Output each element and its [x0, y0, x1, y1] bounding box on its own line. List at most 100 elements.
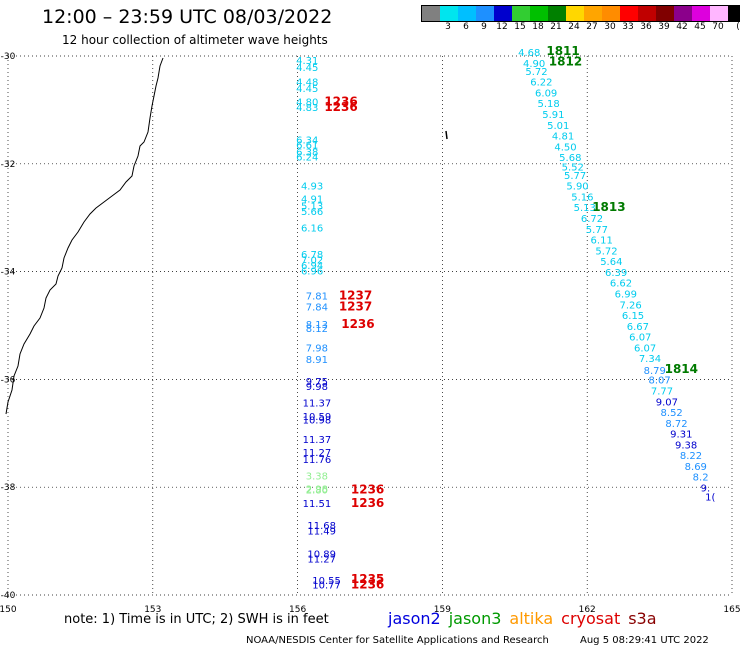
- colorbar-label: 18: [532, 22, 544, 32]
- wave-height-value: 10.98: [303, 416, 332, 427]
- lon-tick-label: 159: [434, 605, 451, 615]
- colorbar-swatch: [638, 6, 656, 21]
- wave-height-value: 5.90: [566, 182, 588, 193]
- pass-number-label: 1236: [351, 578, 384, 592]
- wave-height-value: 6.34: [296, 135, 318, 146]
- wave-height-value: 6.99: [615, 289, 637, 300]
- legend-item: s3a: [628, 609, 657, 628]
- wave-height-value: 6.22: [530, 78, 552, 89]
- wave-height-value: 6.15: [622, 311, 644, 322]
- wave-height-value: 6.09: [535, 88, 557, 99]
- wave-height-value: 10.77: [312, 581, 341, 592]
- wave-height-value: 9.: [701, 484, 711, 495]
- wave-height-value: 8.07: [648, 376, 670, 387]
- pass-number-label: 1236: [324, 100, 357, 114]
- colorbar-swatch: [566, 6, 584, 21]
- wave-height-value: 8.52: [661, 408, 683, 419]
- pass-number-label: 1236: [341, 317, 374, 331]
- wave-height-value: 4.50: [554, 142, 576, 153]
- wave-height-value: 4.81: [552, 132, 574, 143]
- wave-height-value: 6.39: [605, 268, 627, 279]
- wave-height-value: 6.16: [301, 224, 323, 235]
- wave-height-value: 8.22: [680, 451, 702, 462]
- colorbar-label: 30: [604, 22, 616, 32]
- colorbar-swatch: [494, 6, 512, 21]
- pass-number-label: 1814: [665, 362, 698, 376]
- wave-height-value: 7.02: [301, 256, 323, 267]
- wave-height-value: 7.84: [306, 302, 328, 313]
- wave-height-value: 7.26: [620, 300, 642, 311]
- legend-item: altika: [509, 609, 554, 628]
- observation-layer: 4.314.454.484.454.804.836.346.616.386.24…: [296, 48, 715, 592]
- wave-height-value: 4.80: [296, 98, 318, 109]
- wave-height-value: 6.62: [610, 279, 632, 290]
- wave-height-value: 8.91: [306, 355, 328, 366]
- colorbar-swatch: [584, 6, 602, 21]
- footer-note: note: 1) Time is in UTC; 2) SWH is in fe…: [64, 612, 329, 627]
- wave-height-value: 6.07: [634, 343, 656, 354]
- wave-height-value: 9.98: [306, 382, 328, 393]
- colorbar-label: 9: [481, 22, 487, 32]
- wave-height-value: 6.72: [581, 214, 603, 225]
- colorbar-swatch: [422, 6, 440, 21]
- colorbar-label: 12: [496, 22, 508, 32]
- wave-height-value: 11.76: [303, 455, 332, 466]
- wave-height-value: 10.59: [303, 412, 332, 423]
- colorbar-label: 39: [658, 22, 670, 32]
- wave-height-value: 9.75: [306, 377, 328, 388]
- wave-height-value: 11.37: [303, 435, 332, 446]
- wave-height-value: 10.55: [312, 576, 341, 587]
- wave-height-value: 11.49: [307, 527, 336, 538]
- wave-height-value: 11.68: [307, 521, 336, 532]
- wave-height-value: 6.38: [296, 148, 318, 159]
- satellite-legend: jason2 jason3 altika cryosat s3a: [388, 609, 665, 628]
- lon-tick-label: 153: [144, 605, 161, 615]
- wave-height-value: 1(: [705, 493, 715, 504]
- lat-tick-label: -36: [1, 375, 16, 385]
- colorbar-label: 21: [550, 22, 562, 32]
- legend-item: jason2: [388, 609, 441, 628]
- wave-height-value: 5.16: [571, 192, 593, 203]
- wave-height-value: 3.38: [306, 472, 328, 483]
- wave-height-value: 5.77: [586, 225, 608, 236]
- colorbar-label: 36: [640, 22, 652, 32]
- colorbar-swatch: [620, 6, 638, 21]
- wave-height-value: 10.89: [307, 549, 336, 560]
- colorbar-swatch: [458, 6, 476, 21]
- wave-height-value: 8.72: [665, 419, 687, 430]
- wave-height-value: 8.13: [306, 320, 328, 331]
- footer-timestamp: Aug 5 08:29:41 UTC 2022: [580, 635, 709, 646]
- colorbar-unit: (ft): [736, 22, 740, 32]
- wave-height-value: 8.69: [685, 462, 707, 473]
- wave-height-value: 5.52: [562, 162, 584, 173]
- wave-height-value: 5.64: [600, 257, 622, 268]
- colorbar-label: 42: [676, 22, 688, 32]
- wave-height-value: 8.12: [306, 324, 328, 335]
- pass-number-label: 1236: [351, 496, 384, 510]
- colorbar-swatch: [656, 6, 674, 21]
- colorbar-swatch: [602, 6, 620, 21]
- footer-credit: NOAA/NESDIS Center for Satellite Applica…: [246, 635, 549, 646]
- wave-height-value: 11.51: [303, 499, 332, 510]
- wave-height-value: 5.01: [547, 121, 569, 132]
- lat-tick-label: -30: [1, 52, 16, 62]
- island-mark: [445, 130, 448, 140]
- colorbar: [421, 5, 740, 22]
- wave-height-value: 4.48: [296, 78, 318, 89]
- wave-height-value: 6.67: [627, 322, 649, 333]
- lat-lon-grid: [7, 55, 733, 596]
- lat-tick-label: -40: [1, 591, 16, 601]
- wave-height-value: 6.94: [301, 261, 323, 272]
- pass-number-label: 1237: [339, 289, 372, 303]
- colorbar-label: 15: [514, 22, 526, 32]
- colorbar-swatch: [710, 6, 728, 21]
- colorbar-label: 70: [712, 22, 724, 32]
- wave-height-value: 5.72: [595, 246, 617, 257]
- wave-height-value: 4.93: [301, 182, 323, 193]
- lon-tick-label: 150: [0, 605, 17, 615]
- colorbar-swatch: [692, 6, 710, 21]
- colorbar-swatch: [476, 6, 494, 21]
- colorbar-label: 24: [568, 22, 580, 32]
- wave-height-value: 8.79: [644, 366, 666, 377]
